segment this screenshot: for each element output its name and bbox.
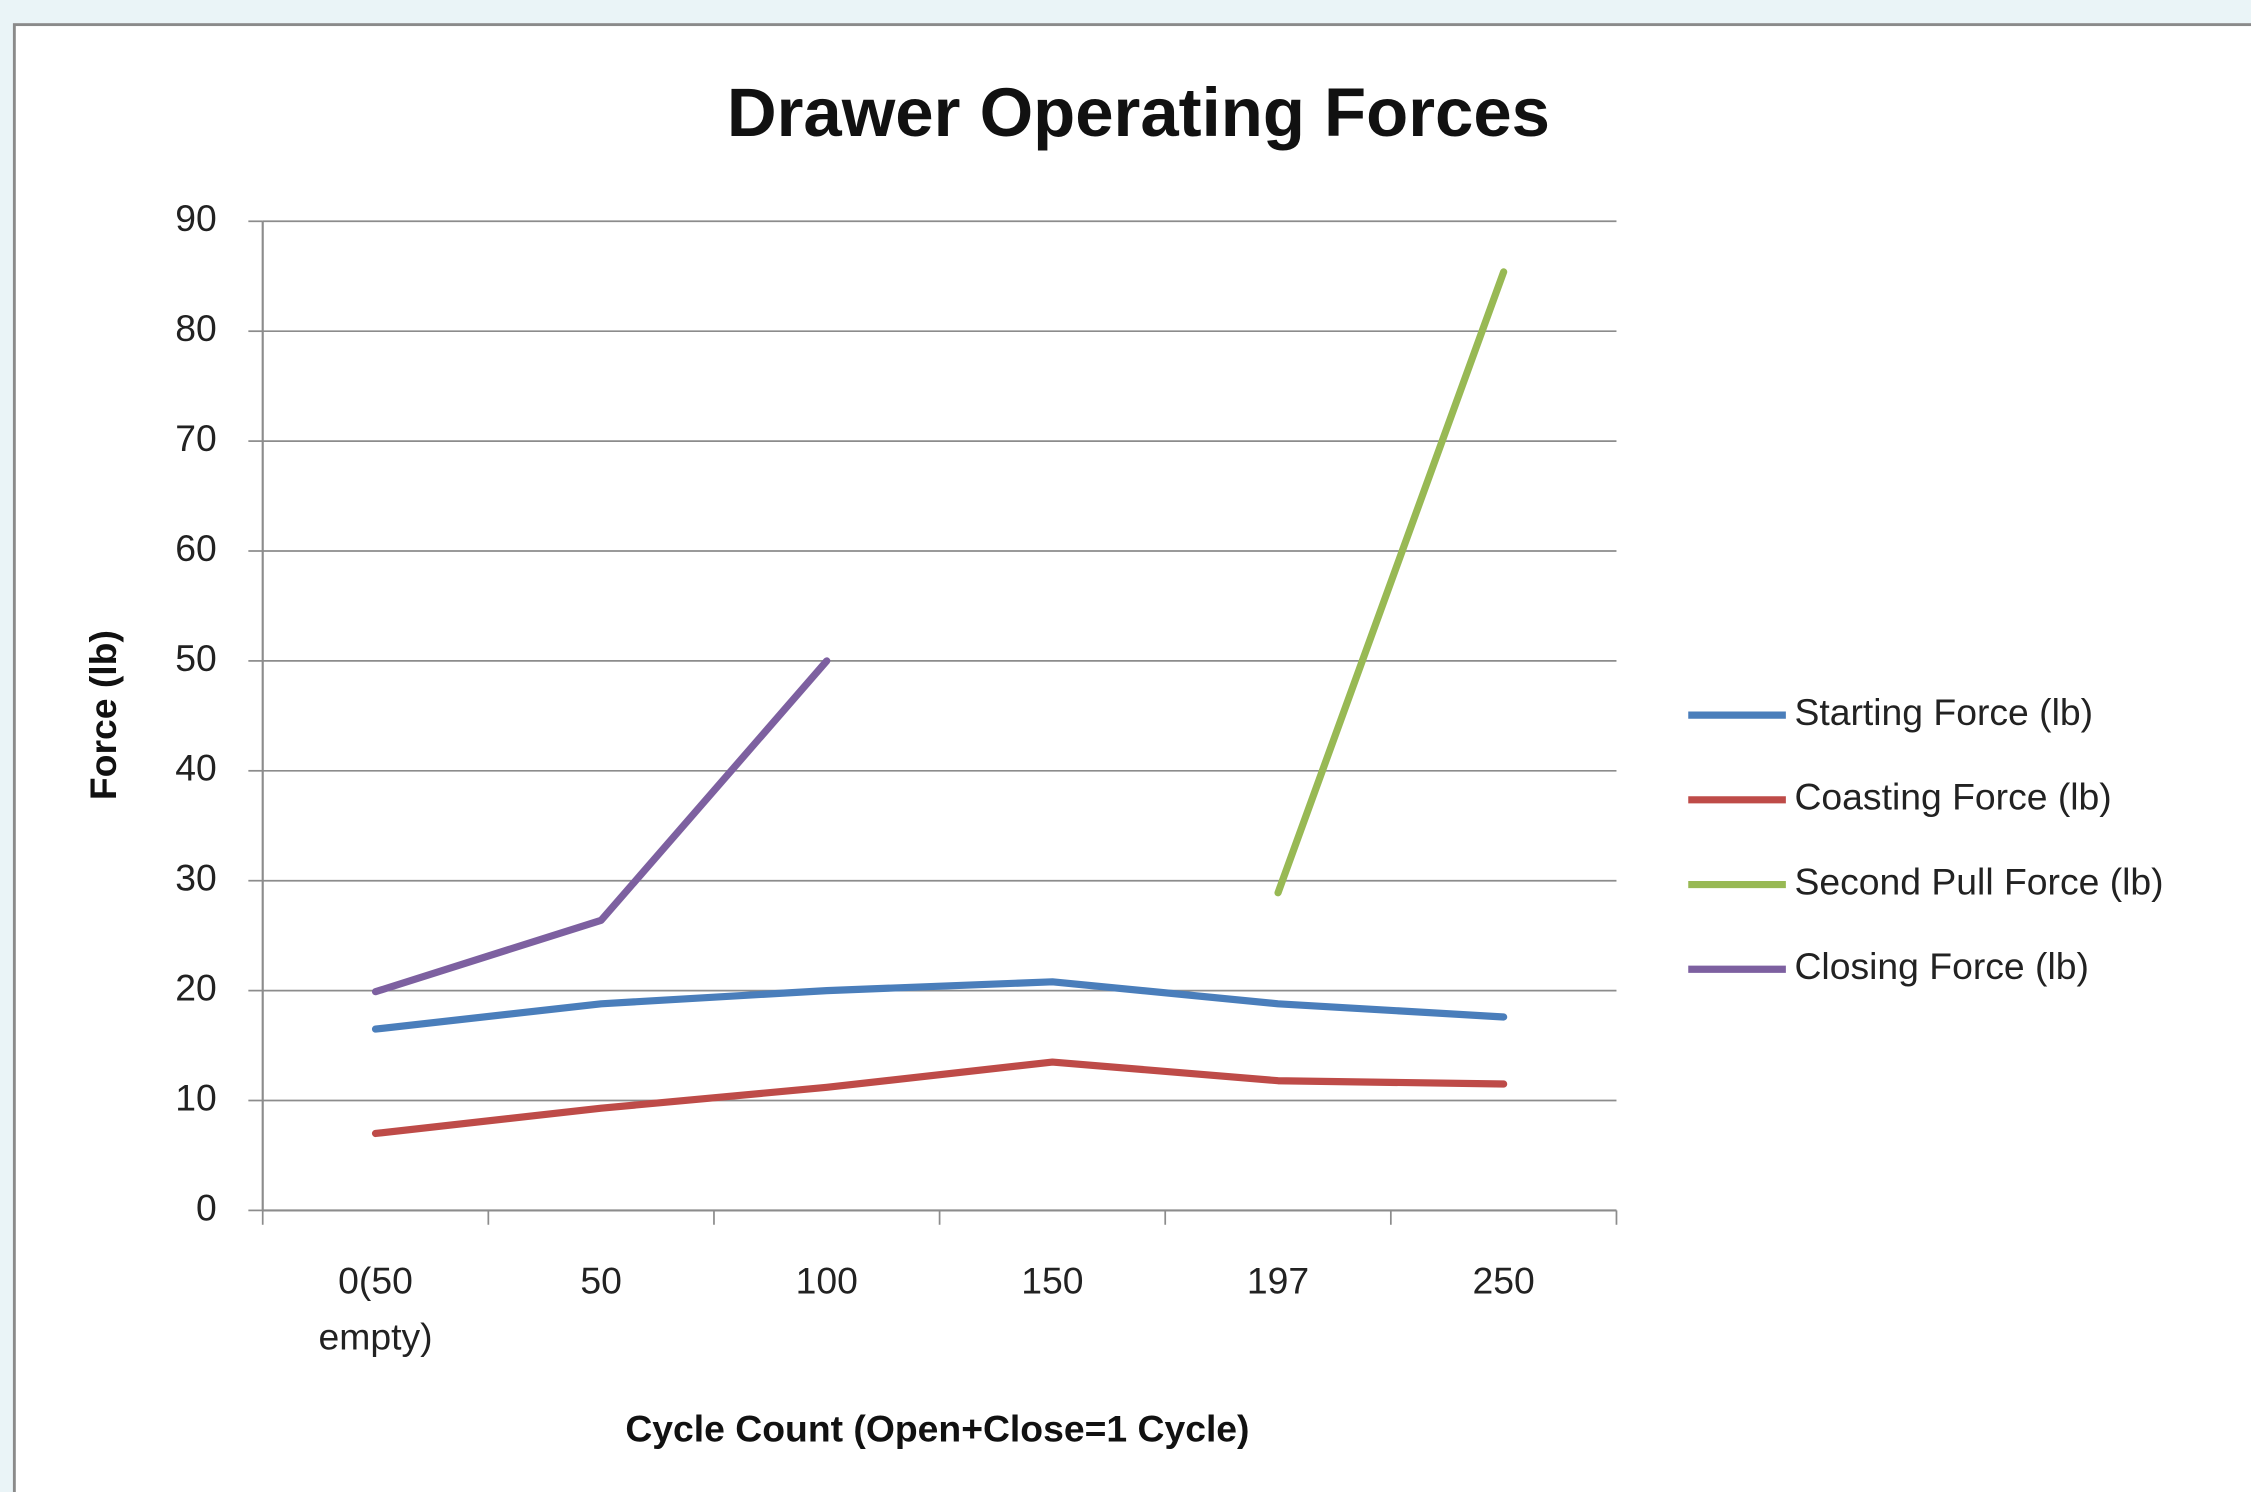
y-tick-label: 0 — [196, 1186, 217, 1228]
x-axis-title: Cycle Count (Open+Close=1 Cycle) — [625, 1407, 1249, 1449]
series-line — [371, 978, 1508, 1033]
x-tick-label: 100 — [796, 1259, 858, 1301]
x-tick-label: 150 — [1021, 1259, 1083, 1301]
legend-label: Coasting Force (lb) — [1794, 776, 2111, 818]
x-tick-label: 197 — [1247, 1259, 1309, 1301]
legend-label: Starting Force (lb) — [1794, 691, 2093, 733]
y-tick-label: 20 — [175, 966, 217, 1008]
y-tick-label: 50 — [175, 637, 217, 679]
series-line — [371, 1058, 1508, 1138]
y-tick-label: 70 — [175, 417, 217, 459]
legend-label: Closing Force (lb) — [1794, 945, 2088, 987]
y-tick-label: 40 — [175, 747, 217, 789]
chart-panel — [12, 23, 2251, 1492]
chart-title: Drawer Operating Forces — [727, 74, 1550, 151]
x-tick-label: 250 — [1473, 1259, 1535, 1301]
series-line — [371, 657, 831, 996]
y-tick-label: 80 — [175, 307, 217, 349]
y-tick-label: 30 — [175, 857, 217, 899]
x-tick-label: 0(50 empty) — [319, 1259, 433, 1357]
legend-label: Second Pull Force (lb) — [1794, 860, 2163, 902]
series-line — [1274, 268, 1508, 897]
y-tick-label: 90 — [175, 197, 217, 239]
x-tick-label: 50 — [580, 1259, 622, 1301]
y-tick-label: 10 — [175, 1076, 217, 1118]
y-tick-label: 60 — [175, 527, 217, 569]
y-axis-title: Force (lb) — [82, 630, 124, 800]
